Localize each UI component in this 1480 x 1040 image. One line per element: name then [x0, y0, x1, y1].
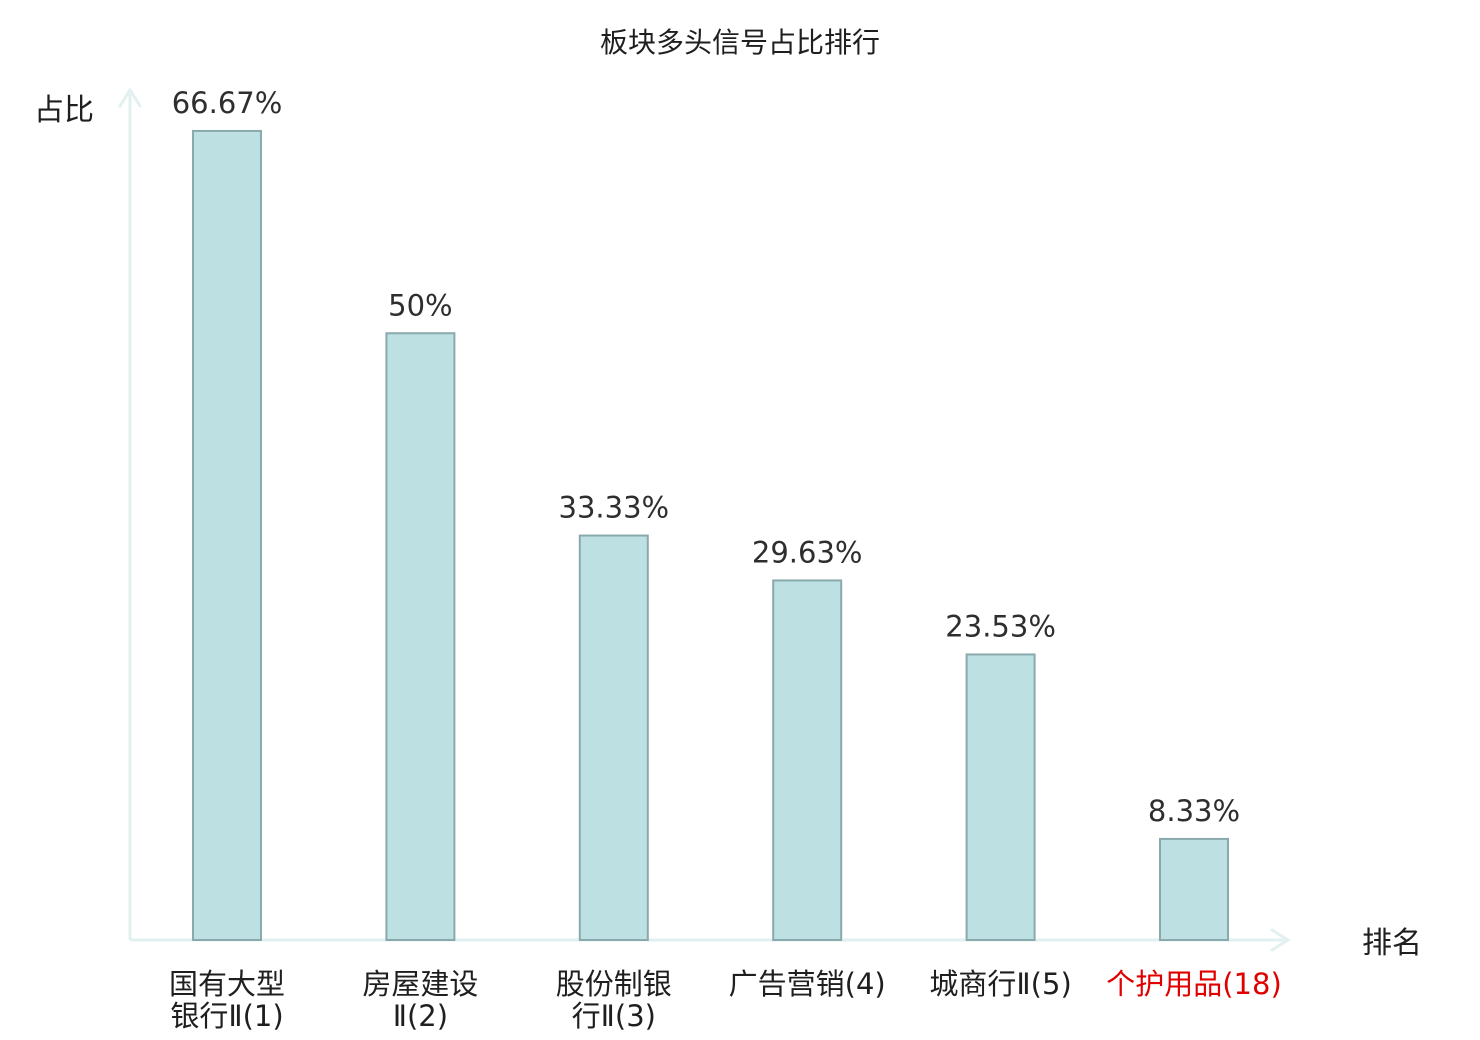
value-label-6: 8.33%	[1148, 794, 1240, 828]
category-label-3: 股份制银行Ⅱ(3)	[556, 967, 672, 1033]
category-label-5: 城商行Ⅱ(5)	[929, 967, 1071, 1001]
category-label-line: 股份制银	[556, 967, 672, 1001]
bar-5	[965, 653, 1036, 941]
value-label-2: 50%	[388, 288, 452, 322]
category-label-line: 广告营销(4)	[729, 967, 886, 1001]
value-label-5: 23.53%	[945, 609, 1056, 643]
value-label-1: 66.67%	[172, 86, 283, 120]
y-axis-label: 占比	[34, 93, 94, 128]
bar-3	[578, 534, 649, 942]
value-labels-group: 66.67% 50% 33.33% 29.63% 23.53% 8.33%	[172, 86, 1240, 828]
y-axis-arrow	[118, 87, 142, 108]
category-label-2: 房屋建设 Ⅱ(2)	[362, 967, 478, 1033]
category-label-6: 个护用品(18)	[1106, 967, 1282, 1001]
category-label-line: 行Ⅱ(3)	[572, 999, 656, 1033]
value-label-3: 33.33%	[559, 491, 670, 525]
x-axis-label: 排名	[1362, 926, 1422, 961]
bar-1	[192, 129, 262, 942]
category-labels-group: 国有大型银行Ⅱ(1) 房屋建设 Ⅱ(2) 股份制银行Ⅱ(3) 广告营销(4) 城商行Ⅱ(5…	[169, 967, 1282, 1033]
value-label-4: 29.63%	[752, 535, 863, 569]
category-label-4: 广告营销(4)	[729, 967, 886, 1001]
bar-2	[385, 332, 456, 941]
chart-title: 板块多头信号占比排行	[600, 26, 880, 59]
category-label-line: 国有大型	[169, 967, 285, 1001]
category-label-line: 城商行Ⅱ(5)	[929, 967, 1071, 1001]
category-label-1: 国有大型银行Ⅱ(1)	[169, 967, 285, 1033]
bar-6	[1159, 837, 1229, 942]
category-label-line: 个护用品(18)	[1106, 967, 1282, 1001]
axes-group	[118, 87, 1291, 952]
category-label-line: 银行Ⅱ(1)	[170, 999, 283, 1033]
bars-group	[192, 129, 1229, 942]
category-label-line: 房屋建设	[362, 967, 478, 1001]
category-label-line: Ⅱ(2)	[393, 999, 448, 1033]
bar-4	[772, 579, 843, 941]
x-axis-arrow	[1270, 928, 1291, 952]
